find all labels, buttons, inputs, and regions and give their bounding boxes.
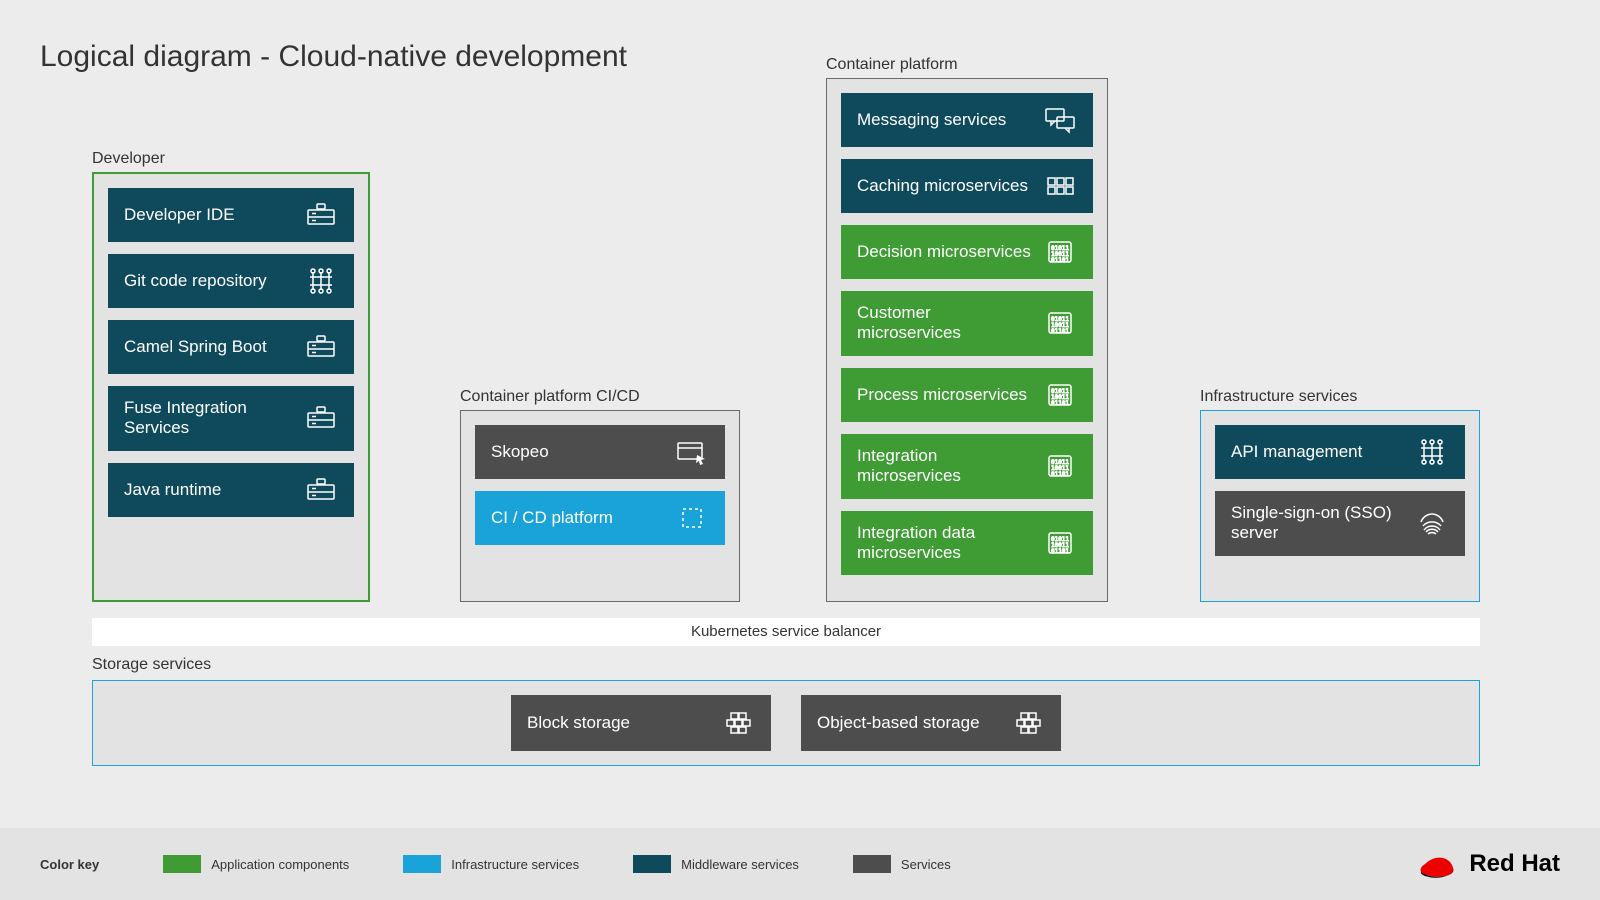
developer-card: Developer IDE — [108, 188, 354, 242]
developer-card: Java runtime — [108, 463, 354, 517]
card-label: Java runtime — [124, 480, 304, 500]
container-card: Process microservices010111001101101 — [841, 368, 1093, 422]
legend-label: Middleware services — [681, 857, 799, 872]
legend-item: Middleware services — [633, 855, 799, 873]
footer-legend: Color key Application components Infrastr… — [0, 828, 1600, 900]
svg-text:01101: 01101 — [1051, 400, 1069, 407]
branch-icon — [304, 266, 338, 296]
server-icon — [304, 200, 338, 230]
container-card: Caching microservices — [841, 159, 1093, 213]
developer-card: Git code repository — [108, 254, 354, 308]
cicd-group-label: Container platform CI/CD — [460, 388, 640, 406]
cicd-card: Skopeo — [475, 425, 725, 479]
legend-item: Application components — [163, 855, 349, 873]
card-label: Camel Spring Boot — [124, 337, 304, 357]
card-label: Messaging services — [857, 110, 1043, 130]
legend-title: Color key — [40, 857, 99, 872]
card-label: Block storage — [527, 713, 721, 733]
card-label: Integration data microservices — [857, 523, 1043, 564]
svg-text:01101: 01101 — [1051, 548, 1069, 555]
legend-item: Infrastructure services — [403, 855, 579, 873]
container-card: Customer microservices010111001101101 — [841, 291, 1093, 356]
container-group-label: Container platform — [826, 56, 958, 74]
fingerprint-icon — [1415, 508, 1449, 538]
card-label: Process microservices — [857, 385, 1043, 405]
redhat-logo-text: Red Hat — [1469, 850, 1560, 878]
server-icon — [304, 332, 338, 362]
card-label: Integration microservices — [857, 446, 1043, 487]
legend-swatch — [853, 855, 891, 873]
redhat-hat-icon — [1415, 848, 1459, 880]
legend-swatch — [633, 855, 671, 873]
svg-text:01101: 01101 — [1051, 257, 1069, 264]
legend-label: Services — [901, 857, 951, 872]
server-icon — [304, 403, 338, 433]
storage-card: Block storage — [511, 695, 771, 751]
card-label: Developer IDE — [124, 205, 304, 225]
redhat-logo: Red Hat — [1415, 848, 1560, 880]
binary-icon: 010111001101101 — [1043, 451, 1077, 481]
legend-label: Infrastructure services — [451, 857, 579, 872]
card-label: Skopeo — [491, 442, 675, 462]
blocks-icon — [1011, 708, 1045, 738]
card-label: Git code repository — [124, 271, 304, 291]
card-label: Object-based storage — [817, 713, 1011, 733]
binary-icon: 010111001101101 — [1043, 528, 1077, 558]
infra-card: API management — [1215, 425, 1465, 479]
cicd-group: Skopeo CI / CD platform — [460, 410, 740, 602]
container-group: Messaging services Caching microservices D… — [826, 78, 1108, 602]
legend-swatch — [163, 855, 201, 873]
container-card: Integration microservices010111001101101 — [841, 434, 1093, 499]
svg-text:01101: 01101 — [1051, 471, 1069, 478]
legend-swatch — [403, 855, 441, 873]
card-click-icon — [675, 437, 709, 467]
blocks-icon — [721, 708, 755, 738]
card-label: Single-sign-on (SSO) server — [1231, 503, 1415, 544]
card-label: Customer microservices — [857, 303, 1043, 344]
infra-group: API management Single-sign-on (SSO) serve… — [1200, 410, 1480, 602]
infra-card: Single-sign-on (SSO) server — [1215, 491, 1465, 556]
svg-text:01101: 01101 — [1051, 328, 1069, 335]
card-label: CI / CD platform — [491, 508, 675, 528]
storage-card: Object-based storage — [801, 695, 1061, 751]
infra-group-label: Infrastructure services — [1200, 388, 1357, 406]
card-label: Decision microservices — [857, 242, 1043, 262]
developer-group-label: Developer — [92, 150, 165, 168]
legend-item: Services — [853, 855, 951, 873]
developer-card: Camel Spring Boot — [108, 320, 354, 374]
binary-icon: 010111001101101 — [1043, 237, 1077, 267]
storage-group: Block storage Object-based storage — [92, 680, 1480, 766]
dashed-square-icon — [675, 503, 709, 533]
developer-card: Fuse Integration Services — [108, 386, 354, 451]
grid-icon — [1043, 171, 1077, 201]
kubernetes-balancer-bar: Kubernetes service balancer — [92, 618, 1480, 646]
cicd-card: CI / CD platform — [475, 491, 725, 545]
chat-icon — [1043, 105, 1077, 135]
card-label: API management — [1231, 442, 1415, 462]
storage-group-label: Storage services — [92, 656, 211, 674]
server-icon — [304, 475, 338, 505]
container-card: Messaging services — [841, 93, 1093, 147]
binary-icon: 010111001101101 — [1043, 380, 1077, 410]
card-label: Fuse Integration Services — [124, 398, 304, 439]
developer-group: Developer IDE Git code repository Camel Sp… — [92, 172, 370, 602]
container-card: Integration data microservices0101110011… — [841, 511, 1093, 576]
card-label: Caching microservices — [857, 176, 1043, 196]
binary-icon: 010111001101101 — [1043, 308, 1077, 338]
page-title: Logical diagram - Cloud-native developme… — [40, 40, 627, 74]
branch-icon — [1415, 437, 1449, 467]
legend-label: Application components — [211, 857, 349, 872]
container-card: Decision microservices010111001101101 — [841, 225, 1093, 279]
